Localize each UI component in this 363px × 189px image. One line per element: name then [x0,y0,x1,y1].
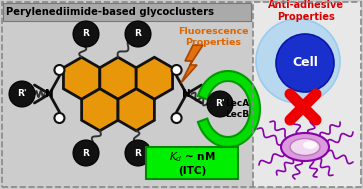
FancyBboxPatch shape [253,2,361,187]
FancyBboxPatch shape [146,147,238,179]
Polygon shape [118,89,154,131]
Circle shape [172,113,182,123]
Circle shape [125,140,151,166]
Circle shape [73,21,99,47]
Text: $K_d$ ~ nM
(ITC): $K_d$ ~ nM (ITC) [169,150,215,176]
Text: R: R [82,29,89,39]
Text: Perylenediimide-based glycoclusters: Perylenediimide-based glycoclusters [6,7,214,17]
Ellipse shape [303,141,317,149]
Circle shape [207,91,233,117]
Text: R: R [82,149,89,157]
Polygon shape [64,57,100,99]
FancyBboxPatch shape [3,3,251,21]
Ellipse shape [281,133,329,161]
Circle shape [276,34,334,92]
Polygon shape [136,57,172,99]
Polygon shape [82,89,118,131]
Circle shape [54,113,65,123]
Polygon shape [198,71,260,147]
Ellipse shape [290,139,320,156]
Text: Cell: Cell [292,57,318,70]
Text: N: N [182,89,191,99]
Circle shape [73,140,99,166]
Polygon shape [181,45,203,83]
Text: N: N [45,89,54,99]
Circle shape [125,21,151,47]
Text: LecA
LecB: LecA LecB [225,99,249,119]
Circle shape [256,19,340,103]
Text: Anti-adhesive
Properties: Anti-adhesive Properties [268,0,344,22]
Circle shape [172,65,182,75]
Text: R: R [135,149,142,157]
Text: R': R' [17,90,27,98]
Circle shape [9,81,35,107]
Circle shape [54,65,65,75]
Text: R': R' [215,99,225,108]
Text: Fluorescence
Properties: Fluorescence Properties [178,27,248,47]
Text: R: R [135,29,142,39]
Polygon shape [100,57,136,99]
